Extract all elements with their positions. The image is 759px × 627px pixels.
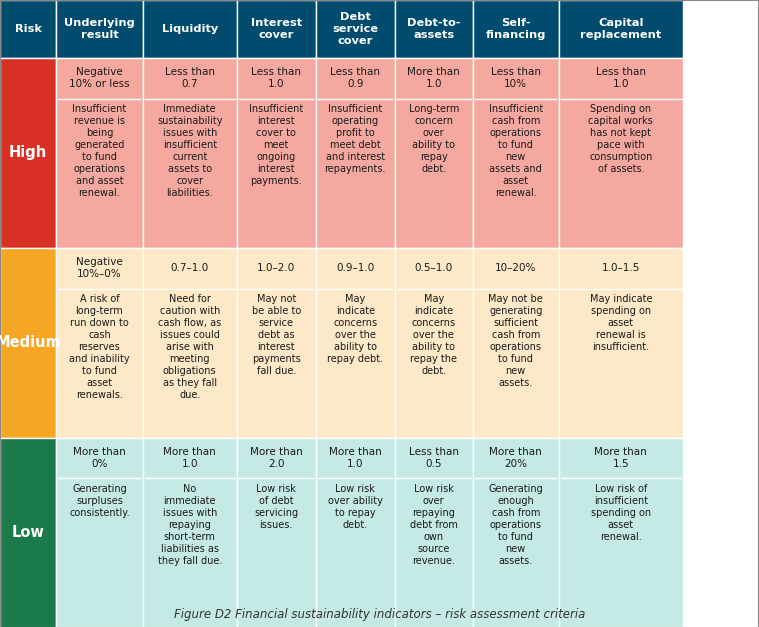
Bar [559, 58, 683, 248]
Text: Generating
surpluses
consistently.: Generating surpluses consistently. [69, 483, 130, 517]
Text: Insufficient
operating
profit to
meet debt
and interest
repayments.: Insufficient operating profit to meet de… [324, 103, 386, 174]
Text: 0.5–1.0: 0.5–1.0 [414, 263, 453, 273]
Text: More than
20%: More than 20% [490, 447, 542, 469]
Bar [316, 0, 395, 58]
Text: Less than
0.7: Less than 0.7 [165, 67, 215, 89]
Text: Underlying
result: Underlying result [64, 18, 135, 40]
Text: High: High [9, 145, 47, 160]
Text: 0.7–1.0: 0.7–1.0 [171, 263, 209, 273]
Text: Figure D2 Financial sustainability indicators – risk assessment criteria: Figure D2 Financial sustainability indic… [174, 608, 585, 621]
Text: More than
0%: More than 0% [73, 447, 126, 469]
Text: More than
1.0: More than 1.0 [408, 67, 460, 89]
Text: Insufficient
revenue is
being
generated
to fund
operations
and asset
renewal.: Insufficient revenue is being generated … [72, 103, 127, 198]
Text: 1.0–2.0: 1.0–2.0 [257, 263, 295, 273]
Text: Debt
service
cover: Debt service cover [332, 12, 378, 46]
Text: Low: Low [11, 525, 45, 540]
Text: Less than
0.5: Less than 0.5 [409, 447, 458, 469]
Text: May
indicate
concerns
over the
ability to
repay debt.: May indicate concerns over the ability t… [327, 293, 383, 364]
Bar [473, 248, 559, 438]
Text: Spending on
capital works
has not kept
pace with
consumption
of assets.: Spending on capital works has not kept p… [588, 103, 653, 174]
Text: More than
1.0: More than 1.0 [329, 447, 382, 469]
Text: Long-term
concern
over
ability to
repay
debt.: Long-term concern over ability to repay … [408, 103, 459, 174]
Text: May
indicate
concerns
over the
ability to
repay the
debt.: May indicate concerns over the ability t… [411, 293, 457, 376]
Bar [316, 248, 395, 438]
Text: Low risk
over
repaying
debt from
own
source
revenue.: Low risk over repaying debt from own sou… [410, 483, 458, 566]
Bar [395, 438, 473, 627]
Text: More than
2.0: More than 2.0 [250, 447, 303, 469]
Text: Less than
10%: Less than 10% [491, 67, 540, 89]
Text: Low risk
of debt
servicing
issues.: Low risk of debt servicing issues. [254, 483, 298, 530]
Text: May not
be able to
service
debt as
interest
payments
fall due.: May not be able to service debt as inter… [252, 293, 301, 376]
Text: Risk: Risk [14, 24, 42, 34]
Text: Immediate
sustainability
issues with
insufficient
current
assets to
cover
liabil: Immediate sustainability issues with ins… [157, 103, 222, 198]
Bar [56, 438, 143, 627]
Bar [143, 248, 237, 438]
Bar [0, 438, 56, 627]
Bar [316, 438, 395, 627]
Bar [56, 0, 143, 58]
Bar [559, 248, 683, 438]
Bar [143, 0, 237, 58]
Text: Insufficient
cash from
operations
to fund
new
assets and
asset
renewal.: Insufficient cash from operations to fun… [489, 103, 543, 198]
Bar [473, 58, 559, 248]
Text: Interest
cover: Interest cover [250, 18, 302, 40]
Bar [143, 58, 237, 248]
Bar [237, 248, 316, 438]
Text: More than
1.0: More than 1.0 [163, 447, 216, 469]
Bar [395, 248, 473, 438]
Text: More than
1.5: More than 1.5 [594, 447, 647, 469]
Text: Low risk of
insufficient
spending on
asset
renewal.: Low risk of insufficient spending on ass… [591, 483, 651, 542]
Bar [0, 0, 56, 58]
Bar [473, 0, 559, 58]
Bar [559, 0, 683, 58]
Text: Need for
caution with
cash flow, as
issues could
arise with
meeting
obligations
: Need for caution with cash flow, as issu… [158, 293, 222, 399]
Bar [395, 58, 473, 248]
Bar [316, 58, 395, 248]
Text: Less than
0.9: Less than 0.9 [330, 67, 380, 89]
Bar [56, 248, 143, 438]
Text: Insufficient
interest
cover to
meet
ongoing
interest
payments.: Insufficient interest cover to meet ongo… [249, 103, 304, 186]
Text: No
immediate
issues with
repaying
short-term
liabilities as
they fall due.: No immediate issues with repaying short-… [158, 483, 222, 566]
Text: May not be
generating
sufficient
cash from
operations
to fund
new
assets.: May not be generating sufficient cash fr… [488, 293, 543, 387]
Text: May indicate
spending on
asset
renewal is
insufficient.: May indicate spending on asset renewal i… [590, 293, 652, 352]
Bar [473, 438, 559, 627]
Text: Generating
enough
cash from
operations
to fund
new
assets.: Generating enough cash from operations t… [488, 483, 543, 566]
Bar [0, 58, 56, 248]
Text: Liquidity: Liquidity [162, 24, 218, 34]
Bar [0, 248, 56, 438]
Text: 1.0–1.5: 1.0–1.5 [602, 263, 640, 273]
Text: Self-
financing: Self- financing [486, 18, 546, 40]
Text: Negative
10%–0%: Negative 10%–0% [76, 257, 123, 279]
Text: Medium: Medium [0, 335, 61, 350]
Bar [143, 438, 237, 627]
Text: Less than
1.0: Less than 1.0 [596, 67, 646, 89]
Text: 10–20%: 10–20% [495, 263, 537, 273]
Bar [237, 0, 316, 58]
Text: Low risk
over ability
to repay
debt.: Low risk over ability to repay debt. [328, 483, 383, 530]
Bar [559, 438, 683, 627]
Text: Less than
1.0: Less than 1.0 [251, 67, 301, 89]
Text: Negative
10% or less: Negative 10% or less [69, 67, 130, 89]
Bar [237, 58, 316, 248]
Text: A risk of
long-term
run down to
cash
reserves
and inability
to fund
asset
renewa: A risk of long-term run down to cash res… [69, 293, 130, 399]
Bar [395, 0, 473, 58]
Text: 0.9–1.0: 0.9–1.0 [336, 263, 374, 273]
Text: Capital
replacement: Capital replacement [580, 18, 662, 40]
Bar [56, 58, 143, 248]
Bar [237, 438, 316, 627]
Text: Debt-to-
assets: Debt-to- assets [407, 18, 461, 40]
